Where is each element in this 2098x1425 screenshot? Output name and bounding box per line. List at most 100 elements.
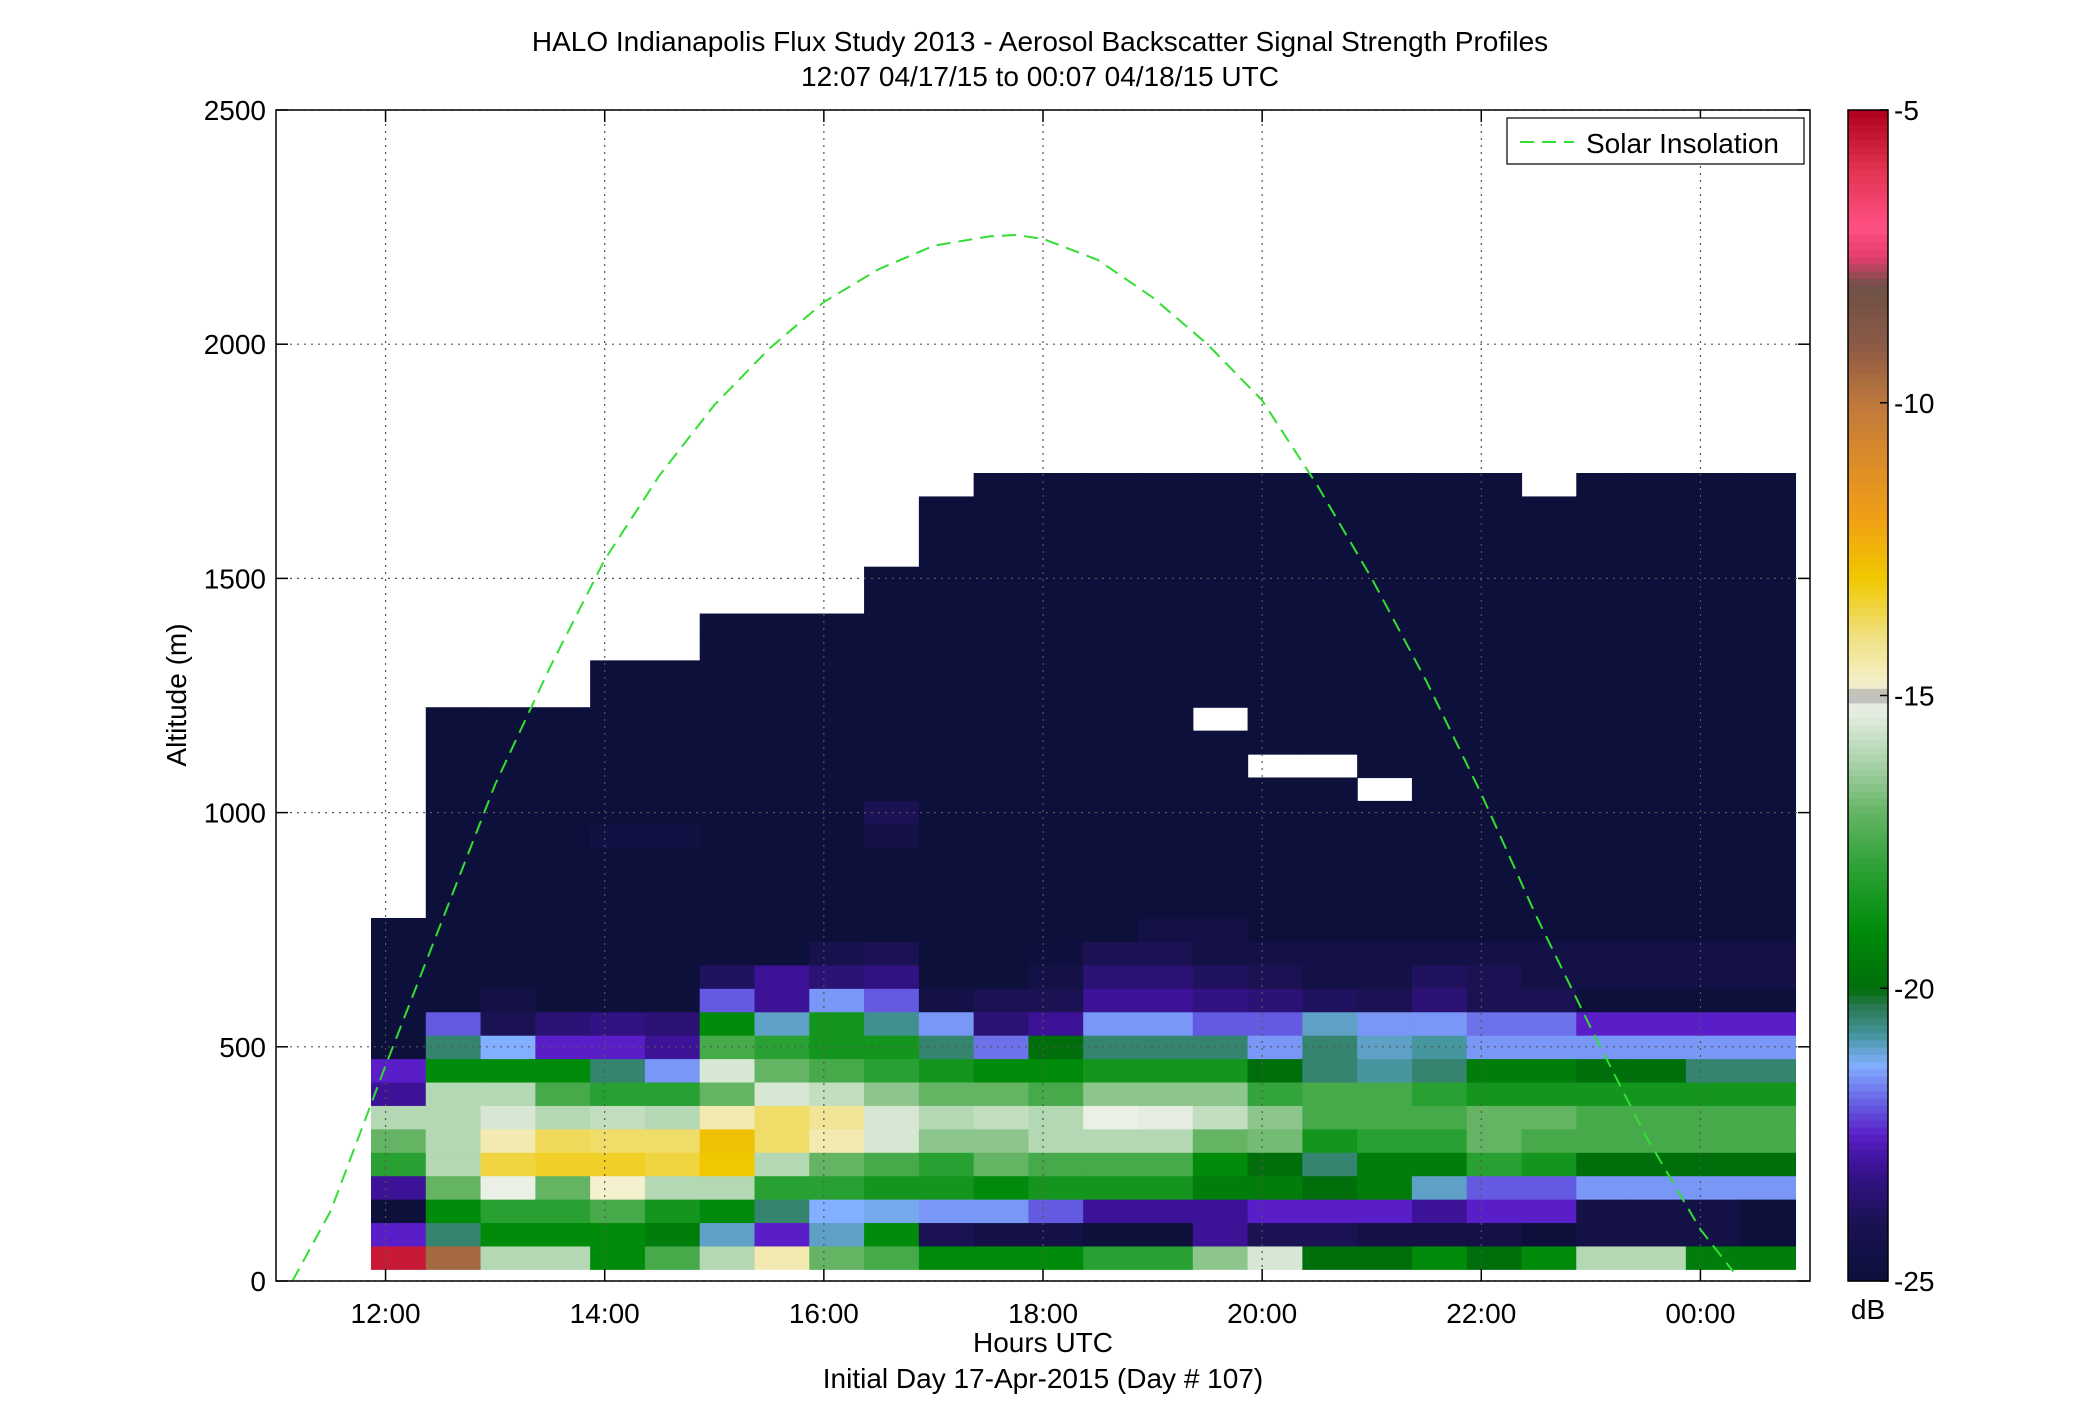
heatmap-cell — [371, 1245, 427, 1270]
heatmap-cell — [1192, 917, 1249, 943]
heatmap-cell — [1631, 988, 1687, 1013]
heatmap-cell — [1411, 1199, 1468, 1224]
colorbar-swatch — [1848, 951, 1888, 960]
heatmap-cell — [1411, 1222, 1468, 1247]
colorbar-swatch — [1848, 439, 1888, 448]
heatmap-cell — [1028, 636, 1084, 661]
heatmap-cell — [1685, 917, 1742, 943]
heatmap-cell — [1521, 683, 1577, 708]
heatmap-cell — [1357, 1058, 1413, 1083]
heatmap-cell — [809, 941, 865, 966]
colorbar-swatch — [1848, 219, 1888, 228]
heatmap-cell — [1740, 1222, 1797, 1247]
colorbar-swatch — [1848, 314, 1888, 323]
heatmap-cell — [644, 1035, 701, 1060]
heatmap-cell — [1521, 894, 1577, 919]
heatmap-cell — [1192, 941, 1249, 966]
heatmap-cell — [1083, 847, 1139, 872]
heatmap-cell — [1138, 964, 1194, 989]
heatmap-cell — [1466, 917, 1523, 943]
heatmap-cell — [1192, 613, 1249, 638]
heatmap-cell — [809, 1245, 865, 1270]
heatmap-cell — [1631, 1081, 1687, 1106]
heatmap-cell — [1083, 1245, 1139, 1270]
heatmap-cell — [1302, 590, 1358, 615]
heatmap-cell — [1138, 777, 1194, 802]
heatmap-cell — [371, 1222, 427, 1247]
heatmap-cell — [1685, 613, 1742, 638]
heatmap-cell — [644, 941, 701, 966]
heatmap-cell — [1411, 473, 1468, 498]
heatmap-cell — [1192, 1245, 1249, 1270]
heatmap-cell — [644, 754, 701, 779]
chart-title: HALO Indianapolis Flux Study 2013 - Aero… — [532, 26, 1548, 57]
colorbar-swatch — [1848, 768, 1888, 777]
heatmap-cell — [1247, 941, 1303, 966]
heatmap-cell — [1192, 847, 1249, 872]
heatmap-cell — [1685, 1105, 1742, 1130]
heatmap-cell — [1466, 941, 1523, 966]
heatmap-cell — [1466, 683, 1523, 708]
solar-insolation-curve — [291, 234, 1735, 1281]
heatmap-cell — [973, 590, 1030, 615]
heatmap-cell — [1028, 613, 1084, 638]
colorbar-swatch — [1848, 1054, 1888, 1063]
heatmap-cell — [699, 660, 756, 685]
heatmap-cell — [1466, 496, 1523, 521]
colorbar-swatch — [1848, 1061, 1888, 1070]
heatmap-cell — [1521, 1175, 1577, 1200]
heatmap-cell — [864, 871, 920, 896]
colorbar-swatch — [1848, 776, 1888, 784]
heatmap-cell — [1740, 590, 1797, 615]
heatmap-cell — [1192, 1128, 1249, 1153]
heatmap-cell — [590, 1105, 646, 1130]
heatmap-cell — [1083, 473, 1139, 498]
colorbar-swatch — [1848, 1010, 1888, 1019]
heatmap-cell — [1576, 988, 1632, 1013]
colorbar-swatch — [1848, 629, 1888, 638]
colorbar-swatch — [1848, 175, 1888, 184]
heatmap-cell — [918, 1175, 975, 1200]
colorbar-swatch — [1848, 980, 1888, 989]
colorbar-swatch — [1848, 329, 1888, 338]
heatmap-cell — [973, 1058, 1030, 1083]
heatmap-cell — [1685, 636, 1742, 661]
heatmap-cell — [754, 1175, 810, 1200]
heatmap-cell — [973, 613, 1030, 638]
heatmap-cell — [1521, 707, 1577, 732]
heatmap-cell — [809, 1058, 865, 1083]
heatmap-cell — [535, 754, 591, 779]
heatmap-cell — [699, 613, 756, 638]
colorbar-swatch — [1848, 227, 1888, 236]
heatmap-cell — [1631, 730, 1687, 755]
heatmap-cell — [1192, 871, 1249, 896]
heatmap-cell — [1521, 660, 1577, 685]
legend-box — [1506, 117, 1805, 165]
heatmap-cell — [371, 1058, 427, 1083]
heatmap-cell — [1576, 871, 1632, 896]
colorbar-swatch — [1848, 871, 1888, 880]
heatmap-cell — [918, 941, 975, 966]
heatmap-cell — [371, 1199, 427, 1224]
heatmap-cell — [1740, 683, 1797, 708]
heatmap-cell — [809, 613, 865, 638]
heatmap-cell — [1192, 496, 1249, 521]
heatmap-cell — [1521, 1222, 1577, 1247]
heatmap-cell — [1631, 496, 1687, 521]
colorbar-swatch — [1848, 724, 1888, 733]
heatmap-cell — [1302, 613, 1358, 638]
heatmap-cell — [480, 917, 536, 943]
heatmap-cell — [864, 1199, 920, 1224]
heatmap-cell — [1247, 894, 1303, 919]
heatmap-cell — [864, 964, 920, 989]
heatmap-cell — [1740, 1152, 1797, 1177]
heatmap-cell — [1411, 1011, 1468, 1036]
heatmap-cell — [425, 1199, 482, 1224]
heatmap-cell — [1466, 894, 1523, 919]
colorbar-swatch — [1848, 622, 1888, 631]
heatmap-cell — [1138, 496, 1194, 521]
heatmap-cell — [973, 777, 1030, 802]
heatmap-cell — [1192, 824, 1249, 849]
heatmap-cell — [1631, 754, 1687, 779]
